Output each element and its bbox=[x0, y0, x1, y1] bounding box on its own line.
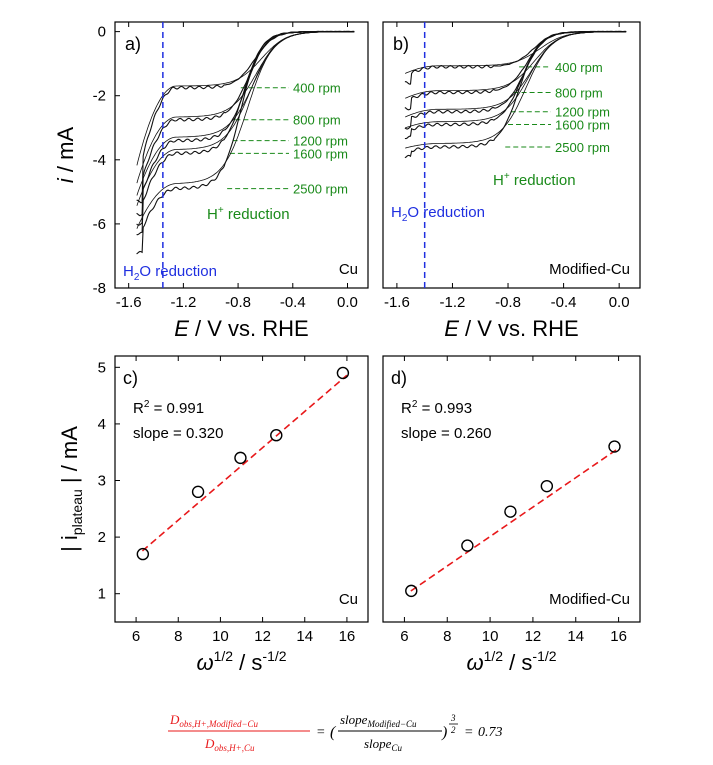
r-squared-label: R2 = 0.993 bbox=[401, 399, 472, 417]
equation-open-paren: ( bbox=[330, 724, 337, 741]
x-axis-title: E / V vs. RHE bbox=[444, 316, 578, 341]
x-tick-label: -0.4 bbox=[551, 294, 577, 311]
data-point bbox=[461, 539, 474, 552]
x-tick-label: 16 bbox=[610, 628, 627, 645]
hplus-reduction-label: H+ reduction bbox=[207, 205, 290, 223]
x-tick-label: -1.2 bbox=[170, 294, 196, 311]
x-tick-label: 14 bbox=[567, 628, 584, 645]
x-tick-label: 14 bbox=[296, 628, 313, 645]
equation-numerator: Dobs,H+,Modified−Cu bbox=[169, 712, 259, 729]
rpm-label: 400 rpm bbox=[555, 60, 603, 75]
x-tick-label: 8 bbox=[174, 628, 182, 645]
plot-frame bbox=[114, 355, 369, 623]
y-tick-label: 5 bbox=[98, 359, 106, 376]
slope-label: slope = 0.320 bbox=[133, 425, 224, 442]
equation-close-paren: ) bbox=[441, 724, 447, 741]
equation-exponent-numerator: 3 bbox=[450, 713, 456, 723]
data-point bbox=[405, 584, 418, 598]
x-tick-label: -0.8 bbox=[225, 294, 251, 311]
h2o-reduction-label: H2O reduction bbox=[123, 263, 217, 283]
figure: -1.6 -1.2 -0.8 -0.4 0.0 0 -2 -4 -6 -8 a) Cu 400 rpm 8… bbox=[53, 21, 641, 675]
panel-label: c) bbox=[123, 368, 138, 388]
x-tick-label: 12 bbox=[525, 628, 542, 645]
x-tick-label: 8 bbox=[443, 628, 451, 645]
y-tick-label: 3 bbox=[98, 473, 106, 490]
x-tick-label: 6 bbox=[132, 628, 140, 645]
data-point bbox=[608, 440, 621, 453]
sample-label: Cu bbox=[339, 261, 358, 278]
lsv-curve-return bbox=[405, 31, 627, 149]
lsv-curve-return bbox=[136, 31, 355, 229]
rpm-label: 1200 rpm bbox=[555, 105, 610, 120]
x-tick-label: -1.6 bbox=[116, 294, 142, 311]
y-axis-title: | iplateau | / mA bbox=[57, 426, 85, 552]
linear-fit-line bbox=[410, 447, 620, 592]
y-tick-label: 0 bbox=[98, 24, 106, 41]
plot-frame bbox=[382, 21, 641, 289]
lsv-curve-400-rpm bbox=[404, 30, 627, 85]
lsv-curve-2500-rpm bbox=[136, 30, 355, 255]
x-tick-label: 10 bbox=[212, 628, 229, 645]
y-tick-label: -2 bbox=[93, 88, 106, 105]
linear-fit-line bbox=[141, 374, 348, 552]
data-point bbox=[504, 505, 517, 518]
y-tick-label: 1 bbox=[98, 586, 106, 603]
x-tick-label: 10 bbox=[482, 628, 499, 645]
x-axis-title: ω1/2 / s-1/2 bbox=[466, 648, 556, 675]
x-tick-label: -0.8 bbox=[495, 294, 521, 311]
x-tick-label: 16 bbox=[339, 628, 356, 645]
rpm-label: 800 rpm bbox=[293, 113, 341, 128]
lsv-curve-2500-rpm bbox=[404, 30, 627, 159]
rpm-label: 1200 rpm bbox=[293, 134, 348, 149]
equation-ratio-numerator: slopeModified−Cu bbox=[340, 712, 417, 729]
rpm-label: 2500 rpm bbox=[293, 182, 348, 197]
x-tick-label: 0.0 bbox=[337, 294, 358, 311]
data-point bbox=[336, 366, 350, 380]
y-tick-label: 4 bbox=[98, 416, 106, 433]
equation-result: 0.73 bbox=[478, 725, 503, 740]
x-tick-label: 6 bbox=[400, 628, 408, 645]
hplus-reduction-label: H+ reduction bbox=[493, 171, 576, 189]
data-point bbox=[136, 547, 150, 561]
equation-equals-2: = bbox=[464, 725, 473, 740]
y-axis-title: i / mA bbox=[53, 127, 78, 184]
data-point bbox=[191, 485, 205, 499]
sample-label: Modified-Cu bbox=[549, 591, 630, 608]
plot-frame bbox=[114, 21, 369, 289]
panel-label: a) bbox=[125, 34, 141, 54]
x-tick-label: -0.4 bbox=[280, 294, 306, 311]
x-tick-label: 12 bbox=[254, 628, 271, 645]
data-point bbox=[540, 479, 554, 493]
data-point bbox=[234, 451, 247, 465]
slope-label: slope = 0.260 bbox=[401, 425, 492, 442]
rpm-label: 1600 rpm bbox=[555, 118, 610, 133]
y-tick-label: -4 bbox=[93, 152, 106, 169]
equation-exponent-denominator: 2 bbox=[451, 725, 456, 735]
y-tick-label: 2 bbox=[98, 529, 106, 546]
rpm-label: 2500 rpm bbox=[555, 140, 610, 155]
plot-frame bbox=[382, 355, 641, 623]
sample-label: Modified-Cu bbox=[549, 261, 630, 278]
equation-ratio-denominator: slopeCu bbox=[364, 736, 402, 753]
r-squared-label: R2 = 0.991 bbox=[133, 399, 204, 417]
equation-equals-1: = bbox=[316, 725, 325, 740]
panel-label: d) bbox=[391, 368, 407, 388]
y-tick-label: -8 bbox=[93, 280, 106, 297]
y-tick-label: -6 bbox=[93, 216, 106, 233]
x-axis-title: ω1/2 / s-1/2 bbox=[196, 648, 286, 675]
rpm-label: 400 rpm bbox=[293, 81, 341, 96]
x-tick-label: -1.6 bbox=[384, 294, 410, 311]
x-axis-title: E / V vs. RHE bbox=[174, 316, 308, 341]
panel-label: b) bbox=[393, 34, 409, 54]
x-tick-label: 0.0 bbox=[609, 294, 630, 311]
equation-denominator: Dobs,H+,Cu bbox=[204, 736, 255, 753]
data-point bbox=[270, 429, 283, 442]
rpm-label: 1600 rpm bbox=[293, 146, 348, 161]
x-tick-label: -1.2 bbox=[440, 294, 466, 311]
rpm-label: 800 rpm bbox=[555, 86, 603, 101]
h2o-reduction-label: H2O reduction bbox=[391, 204, 485, 224]
sample-label: Cu bbox=[339, 591, 358, 608]
ratio-equation: Dobs,H+,Modified−Cu Dobs,H+,Cu = ( slope… bbox=[168, 712, 503, 753]
